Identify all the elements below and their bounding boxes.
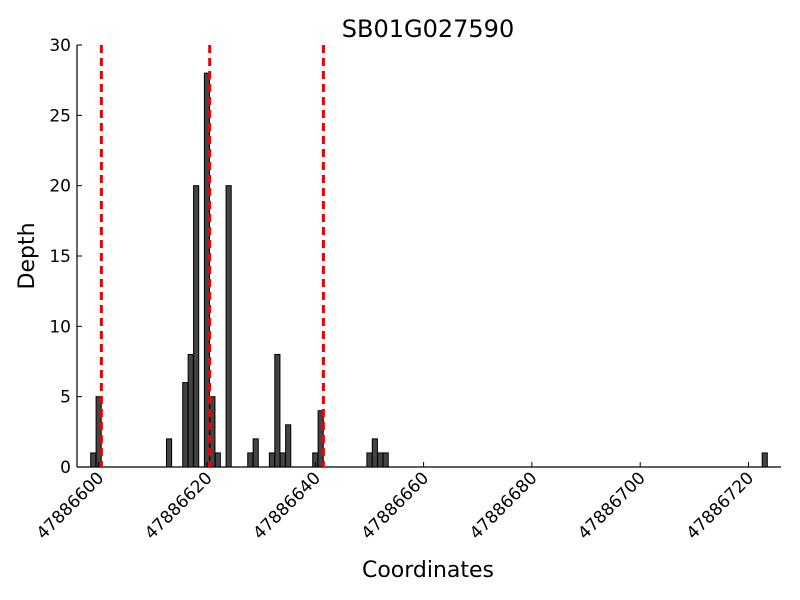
bar-19 xyxy=(371,438,378,468)
y-tick-label-3: 15 xyxy=(49,247,71,267)
x-tick-label-5: 47886700 xyxy=(574,468,649,543)
y-tick-label-6: 30 xyxy=(49,36,71,56)
bar-14 xyxy=(279,452,286,468)
bar-5 xyxy=(193,185,200,468)
x-tick-label-3: 47886660 xyxy=(358,468,433,543)
bar-9 xyxy=(225,185,232,468)
bar-12 xyxy=(268,452,276,468)
bar-7 xyxy=(209,396,216,468)
bar-18 xyxy=(366,452,373,468)
reference-lines xyxy=(99,45,325,467)
bar-0 xyxy=(90,452,97,468)
bar-15 xyxy=(285,424,292,468)
bar-8 xyxy=(214,452,221,468)
x-axis-label: Coordinates xyxy=(362,558,494,583)
bar-21 xyxy=(382,452,389,468)
y-tick-label-4: 20 xyxy=(49,177,71,197)
y-tick-label-1: 5 xyxy=(60,388,71,408)
bar-2 xyxy=(165,438,173,468)
bar-1 xyxy=(95,396,102,468)
bar-4 xyxy=(187,353,194,468)
y-ticks: 0 5 10 15 20 25 30 xyxy=(49,36,82,478)
bar-22 xyxy=(761,452,768,468)
bar-11 xyxy=(252,438,259,468)
bar-3 xyxy=(182,382,189,468)
bar-10 xyxy=(247,452,254,468)
y-tick-label-0: 0 xyxy=(60,458,71,478)
x-tick-label-1: 47886620 xyxy=(141,468,216,543)
bars xyxy=(90,72,768,468)
bar-20 xyxy=(377,452,384,468)
x-tick-label-4: 47886680 xyxy=(466,468,541,543)
x-ticks: 47886600 47886620 47886640 47886660 47886680… xyxy=(33,462,758,544)
y-tick-label-5: 25 xyxy=(49,106,71,126)
x-tick-label-6: 47886720 xyxy=(683,468,758,543)
x-tick-label-0: 47886600 xyxy=(33,468,108,543)
x-tick-label-2: 47886640 xyxy=(249,468,324,543)
bar-13 xyxy=(274,353,281,468)
y-axis-label: Depth xyxy=(15,222,40,289)
chart-title: SB01G027590 xyxy=(342,15,514,43)
y-tick-label-2: 10 xyxy=(49,317,71,337)
